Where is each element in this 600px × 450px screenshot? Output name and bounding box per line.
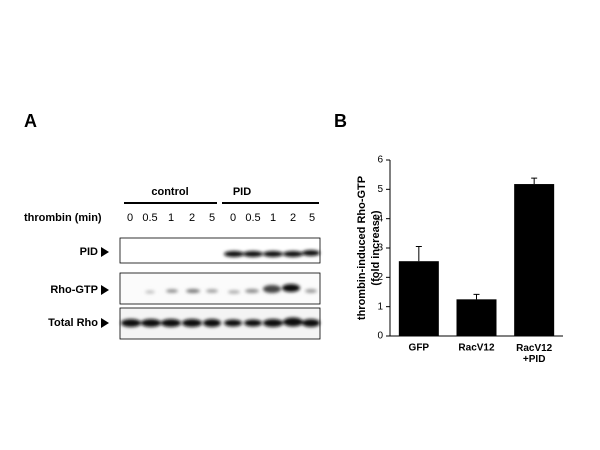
time-label: 5 <box>209 212 215 224</box>
row-label: PID <box>80 246 98 258</box>
x-tick-label: RacV12 +PID <box>516 343 553 365</box>
y-tick-label: 4 <box>377 213 383 224</box>
y-tick-label: 0 <box>377 331 383 342</box>
row-label: Rho-GTP <box>50 284 98 296</box>
y-tick-label: 6 <box>377 155 383 166</box>
bar <box>456 299 497 336</box>
time-label: 2 <box>189 212 195 224</box>
group-label: PID <box>233 186 251 198</box>
bar <box>514 184 555 336</box>
y-tick-label: 5 <box>377 184 383 195</box>
time-label: 0 <box>127 212 133 224</box>
blot <box>119 237 321 340</box>
x-tick-label: GFP <box>409 343 430 354</box>
y-axis-label: thrombin-induced Rho-GTP (fold increase) <box>356 176 382 320</box>
error-bar <box>531 177 538 185</box>
error-bar <box>473 293 480 300</box>
y-tick-label: 2 <box>377 272 383 283</box>
y-tick-label: 3 <box>377 243 383 254</box>
bar <box>398 261 439 336</box>
y-tick-label: 1 <box>377 301 383 312</box>
time-label: 0.5 <box>245 212 260 224</box>
row-arrow <box>101 247 109 257</box>
group-label: control <box>151 186 188 198</box>
time-label: 0 <box>230 212 236 224</box>
row-label: Total Rho <box>48 317 98 329</box>
error-bar <box>415 246 422 262</box>
time-label: 1 <box>270 212 276 224</box>
time-label: 1 <box>168 212 174 224</box>
panel-label: A <box>24 111 37 131</box>
time-label: 2 <box>290 212 296 224</box>
row-arrow <box>101 318 109 328</box>
panel-label: B <box>334 111 347 131</box>
x-tick-label: RacV12 <box>458 343 495 354</box>
time-axis-label: thrombin (min) <box>24 212 102 224</box>
time-label: 5 <box>309 212 315 224</box>
row-arrow <box>101 285 109 295</box>
time-label: 0.5 <box>142 212 157 224</box>
